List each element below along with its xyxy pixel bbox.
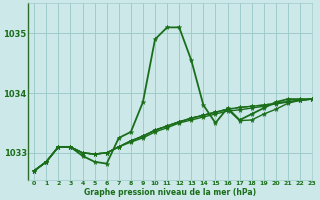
X-axis label: Graphe pression niveau de la mer (hPa): Graphe pression niveau de la mer (hPa) bbox=[84, 188, 256, 197]
